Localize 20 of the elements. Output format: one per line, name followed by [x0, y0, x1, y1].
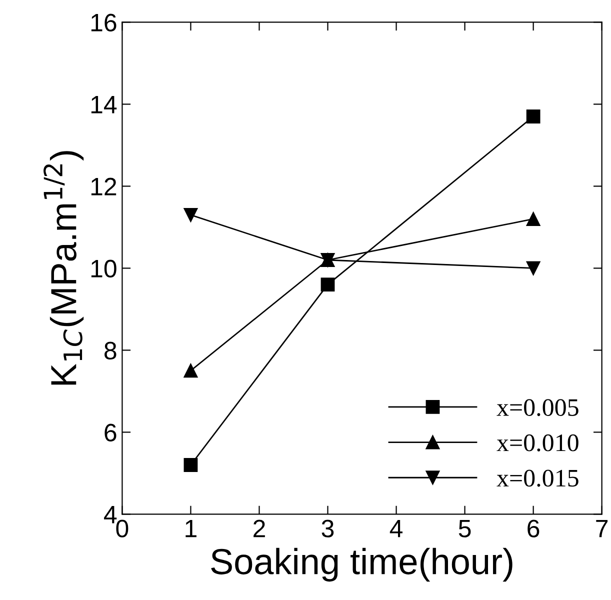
y-axis-title: K$_{1C}$(MPa.m$^{1/2}$): [44, 151, 84, 385]
y-tick-label: 8: [104, 342, 116, 360]
x-tick-label: 5: [458, 520, 471, 538]
x-tick-label: 0: [116, 520, 128, 538]
legend-label: x=0.015: [496, 470, 578, 487]
x-tick-label: 3: [322, 520, 334, 538]
y-tick-label: 14: [91, 96, 117, 114]
x-tick-label: 2: [254, 520, 265, 538]
y-tick-label: 16: [91, 14, 116, 32]
x-tick-label: 6: [528, 520, 540, 538]
legend-label: x=0.010: [496, 434, 578, 452]
y-tick-label: 10: [91, 260, 116, 278]
x-tick-label: 1: [186, 520, 196, 538]
y-tick-label: 12: [91, 178, 116, 196]
y-tick-label: 6: [104, 424, 116, 442]
y-tick-label: 4: [104, 506, 117, 524]
x-tick-label: 7: [596, 520, 608, 538]
x-tick-label: 4: [390, 520, 402, 538]
x-axis-title: Soaking time(hour): [211, 548, 512, 582]
legend-label: x=0.005: [496, 399, 578, 416]
